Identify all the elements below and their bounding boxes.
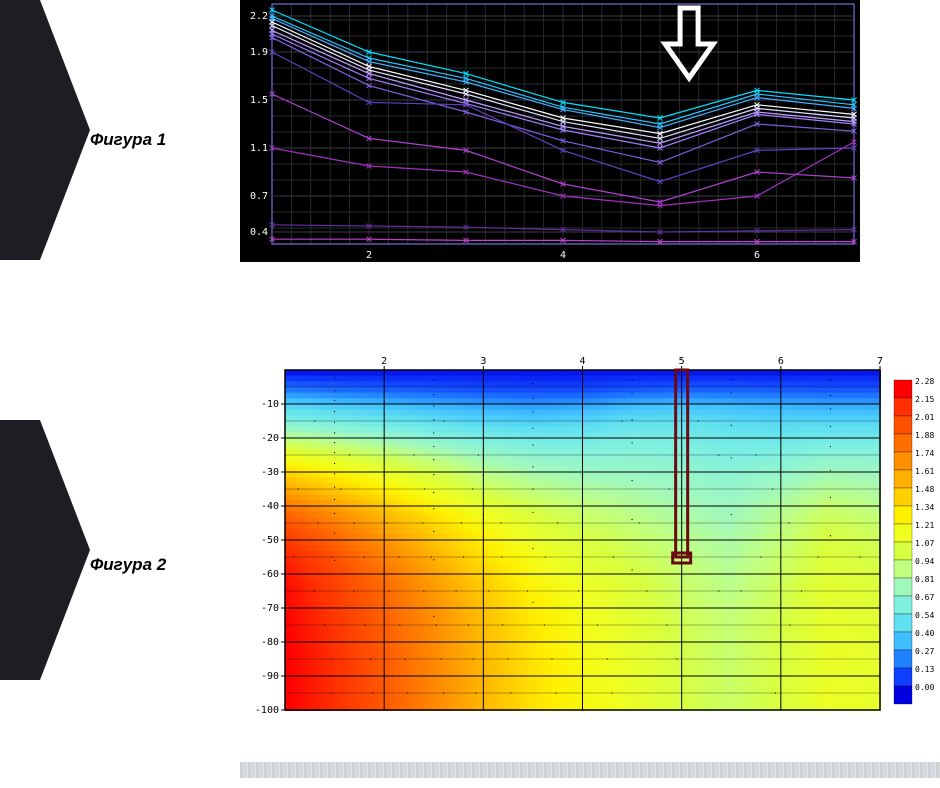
svg-text:4: 4 <box>560 250 566 261</box>
pentagon-callout-2 <box>0 420 90 680</box>
svg-text:1.5: 1.5 <box>250 95 268 106</box>
figure1-line-chart: 2 4 6 0.4 0.7 1.1 1.5 1.9 2.2 <box>240 0 860 262</box>
svg-text:0.4: 0.4 <box>250 227 268 238</box>
speckle-bar <box>240 762 940 778</box>
figure2-contour-chart: 234567-10-20-30-40-50-60-70-80-90-1002.2… <box>240 350 940 730</box>
svg-text:1.1: 1.1 <box>250 143 268 154</box>
svg-text:6: 6 <box>754 250 760 261</box>
svg-text:2.2: 2.2 <box>250 11 268 22</box>
pentagon-callout-1 <box>0 0 90 260</box>
figure2-label: Фигура 2 <box>90 555 166 575</box>
svg-text:2: 2 <box>366 250 372 261</box>
svg-text:0.7: 0.7 <box>250 191 268 202</box>
figure1-label: Фигура 1 <box>90 130 166 150</box>
svg-text:1.9: 1.9 <box>250 47 268 58</box>
page: Фигура 1 Фигура 2 2460.40.71.11.51.92.2 … <box>0 0 940 788</box>
